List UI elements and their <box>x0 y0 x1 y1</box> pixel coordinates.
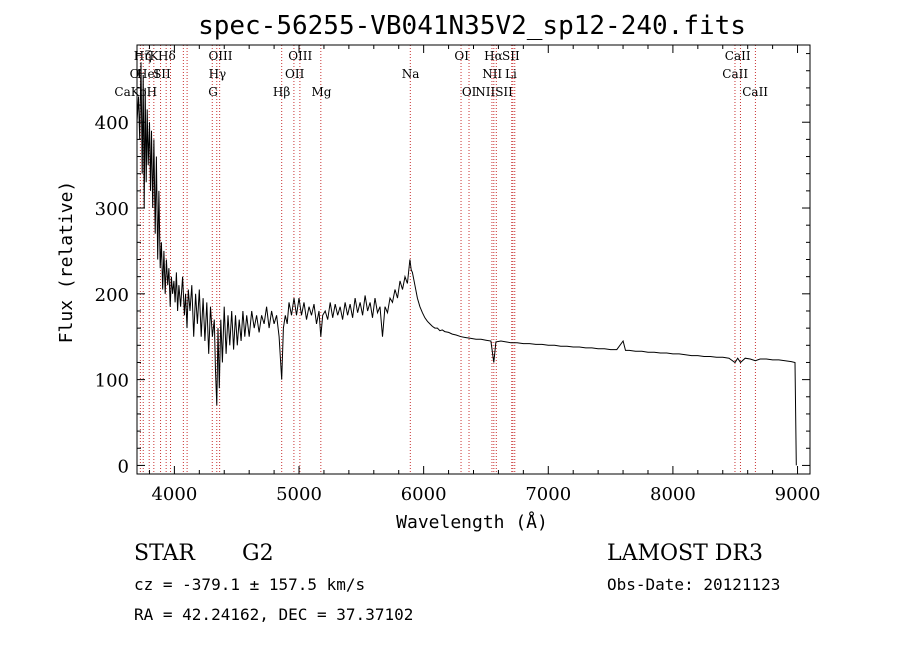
marker-label-row1-5: OIII <box>288 49 312 63</box>
obs-date-text: Obs-Date: 20121123 <box>607 575 780 594</box>
marker-label-row2-3: Hγ <box>209 67 227 81</box>
marker-label-row1-6: OI <box>454 49 469 63</box>
y-tick-label: 200 <box>95 285 129 306</box>
y-tick-label: 100 <box>95 371 129 392</box>
marker-label-row3-6: CaII <box>742 85 768 99</box>
x-tick-label: 4000 <box>151 484 197 505</box>
marker-label-row1-0: Hη <box>134 49 152 63</box>
y-tick-label: 0 <box>118 456 129 477</box>
plot-frame <box>136 44 811 475</box>
x-axis-label: Wavelength (Å) <box>396 511 548 533</box>
marker-label-row3-5: NIISII <box>475 85 513 99</box>
subclass-label: G2 <box>242 541 274 566</box>
survey-label: LAMOST DR3 <box>607 541 763 566</box>
marker-label-row2-0: O <box>130 67 140 81</box>
y-axis-label: Flux (relative) <box>56 181 77 344</box>
y-tick-label: 400 <box>95 113 129 134</box>
marker-label-row1-7: Hα <box>484 49 503 63</box>
y-axis-ticks: 0 100 200 300 400 <box>95 53 810 477</box>
marker-label-row2-6: NII <box>482 67 502 81</box>
marker-label-row3-3: Mg <box>311 85 331 99</box>
marker-label-row2-8: CaII <box>722 67 748 81</box>
spectrum-line <box>136 62 797 466</box>
marker-label-row1-9: CaII <box>725 49 751 63</box>
marker-label-row2-5: Na <box>402 67 420 81</box>
redshift-text: cz = -379.1 ± 157.5 km/s <box>134 575 365 594</box>
y-tick-label: 300 <box>95 199 129 220</box>
marker-label-row2-7: Li <box>505 67 517 81</box>
line-markers <box>139 45 756 474</box>
x-tick-label: 5000 <box>276 484 322 505</box>
marker-label-row2-2: SII <box>153 67 171 81</box>
x-tick-label: 7000 <box>525 484 571 505</box>
coordinates-text: RA = 42.24162, DEC = 37.37102 <box>134 605 413 624</box>
marker-label-row1-1: ζ <box>145 49 152 63</box>
marker-label-row1-4: OIII <box>208 49 232 63</box>
star-type-label: STAR <box>134 541 196 566</box>
chart-title: spec-56255-VB041N35V2_sp12-240.fits <box>198 11 746 41</box>
marker-label-row3-0: CaKoH <box>114 85 157 99</box>
x-tick-label: 9000 <box>775 484 821 505</box>
x-tick-label: 6000 <box>401 484 447 505</box>
marker-label-row3-1: G <box>208 85 218 99</box>
marker-label-row3-2: Hβ <box>273 85 290 99</box>
marker-label-row1-2: K <box>149 49 159 63</box>
marker-label-row1-3: Hδ <box>158 49 176 63</box>
marker-label-row2-4: OII <box>285 67 305 81</box>
marker-label-row1-8: SII <box>502 49 520 63</box>
x-tick-label: 8000 <box>650 484 696 505</box>
marker-label-row3-4: OI <box>462 85 477 99</box>
x-axis-ticks: 4000 5000 6000 7000 8000 9000 <box>148 45 821 505</box>
